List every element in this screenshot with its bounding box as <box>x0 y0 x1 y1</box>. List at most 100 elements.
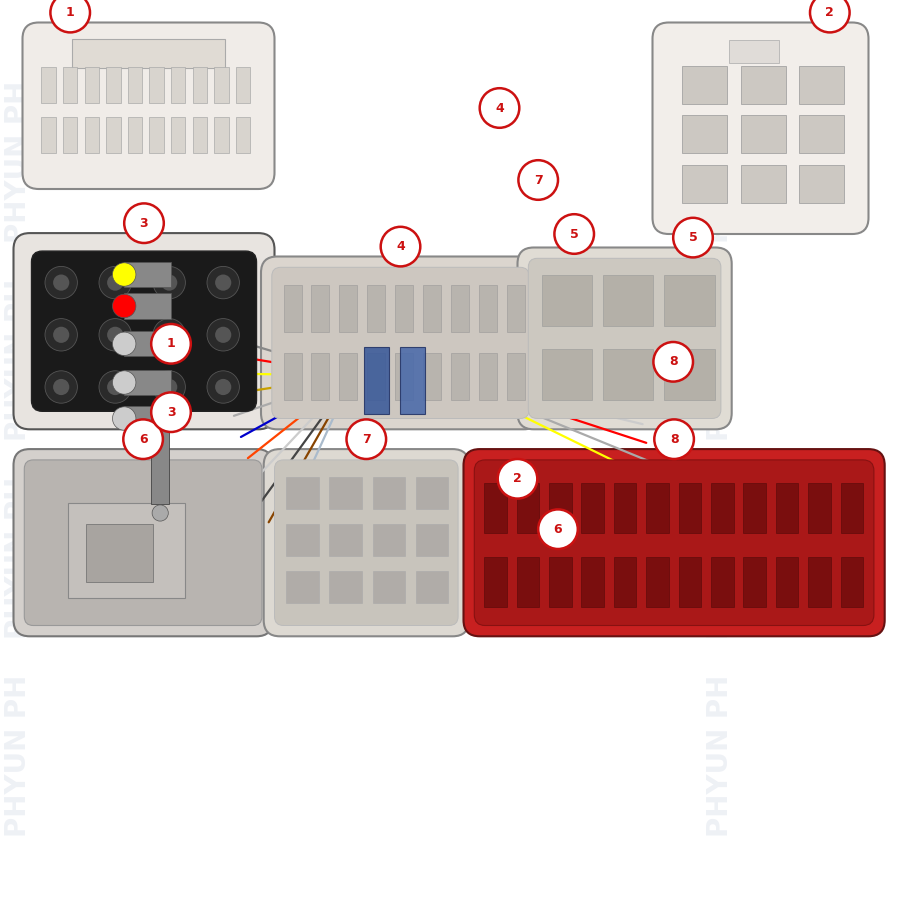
Bar <box>286 477 319 509</box>
Bar <box>679 483 701 533</box>
Bar <box>664 275 715 326</box>
Bar <box>682 165 727 202</box>
Circle shape <box>112 332 136 356</box>
Bar <box>329 524 362 556</box>
Circle shape <box>112 407 136 430</box>
Bar <box>416 571 448 603</box>
Bar <box>373 477 405 509</box>
Circle shape <box>107 274 123 291</box>
Bar <box>395 353 413 400</box>
Text: 6: 6 <box>554 523 562 536</box>
Bar <box>603 275 653 326</box>
Bar <box>484 483 507 533</box>
Text: PHYUN PH: PHYUN PH <box>4 477 32 639</box>
FancyBboxPatch shape <box>14 449 273 636</box>
Bar <box>581 483 604 533</box>
Circle shape <box>112 263 136 286</box>
Bar <box>339 285 357 332</box>
Bar <box>72 39 225 68</box>
Bar <box>711 483 733 533</box>
Text: PHYUN PH: PHYUN PH <box>4 279 32 441</box>
Circle shape <box>50 0 90 32</box>
Circle shape <box>153 266 185 299</box>
Bar <box>373 524 405 556</box>
Bar <box>85 117 99 153</box>
FancyBboxPatch shape <box>464 449 885 636</box>
Bar <box>542 275 592 326</box>
Bar <box>479 353 497 400</box>
Text: PHYUN PH: PHYUN PH <box>706 477 734 639</box>
Bar <box>507 285 525 332</box>
Circle shape <box>207 319 239 351</box>
Bar <box>284 285 302 332</box>
Text: 7: 7 <box>362 433 371 446</box>
Bar <box>124 331 171 356</box>
Bar <box>799 165 844 202</box>
Bar <box>286 524 319 556</box>
Circle shape <box>45 371 77 403</box>
Bar <box>193 68 207 104</box>
Bar <box>367 353 385 400</box>
Text: PHYUN PH: PHYUN PH <box>4 675 32 837</box>
Bar <box>729 40 778 63</box>
Bar <box>451 285 469 332</box>
Circle shape <box>538 509 578 549</box>
Text: 3: 3 <box>166 406 176 419</box>
Bar <box>124 293 171 319</box>
FancyBboxPatch shape <box>24 460 262 626</box>
Bar <box>743 483 766 533</box>
Bar <box>68 503 184 598</box>
FancyBboxPatch shape <box>652 22 868 234</box>
Circle shape <box>215 274 231 291</box>
Bar <box>484 557 507 607</box>
Bar <box>214 68 229 104</box>
Bar <box>106 68 121 104</box>
FancyBboxPatch shape <box>518 248 732 429</box>
Circle shape <box>161 327 177 343</box>
Bar <box>776 557 798 607</box>
Bar <box>128 68 142 104</box>
Bar <box>151 410 169 504</box>
Bar <box>149 68 164 104</box>
Circle shape <box>124 203 164 243</box>
Bar <box>193 117 207 153</box>
Bar <box>679 557 701 607</box>
Text: 4: 4 <box>495 102 504 114</box>
Text: 1: 1 <box>166 338 176 350</box>
Bar <box>41 117 56 153</box>
Bar <box>364 346 389 414</box>
Circle shape <box>53 274 69 291</box>
Circle shape <box>207 266 239 299</box>
Bar <box>124 262 171 287</box>
Circle shape <box>99 319 131 351</box>
Bar <box>85 68 99 104</box>
Text: 5: 5 <box>688 231 698 244</box>
Bar <box>614 483 636 533</box>
Text: 7: 7 <box>534 174 543 186</box>
Text: PHYUN PH: PHYUN PH <box>706 279 734 441</box>
Bar <box>741 115 786 153</box>
Bar <box>682 115 727 153</box>
Circle shape <box>810 0 850 32</box>
Circle shape <box>518 160 558 200</box>
Bar <box>41 68 56 104</box>
Circle shape <box>112 294 136 318</box>
Circle shape <box>53 379 69 395</box>
Bar <box>603 349 653 400</box>
Bar <box>395 285 413 332</box>
Text: 5: 5 <box>570 228 579 240</box>
Circle shape <box>152 505 168 521</box>
Circle shape <box>99 371 131 403</box>
Bar <box>664 349 715 400</box>
Circle shape <box>673 218 713 257</box>
Bar <box>423 285 441 332</box>
FancyBboxPatch shape <box>32 251 256 411</box>
Bar <box>171 68 185 104</box>
Bar <box>329 477 362 509</box>
Bar <box>507 353 525 400</box>
Bar <box>549 557 572 607</box>
Bar <box>841 557 863 607</box>
Bar <box>841 483 863 533</box>
Bar <box>799 115 844 153</box>
Circle shape <box>99 266 131 299</box>
